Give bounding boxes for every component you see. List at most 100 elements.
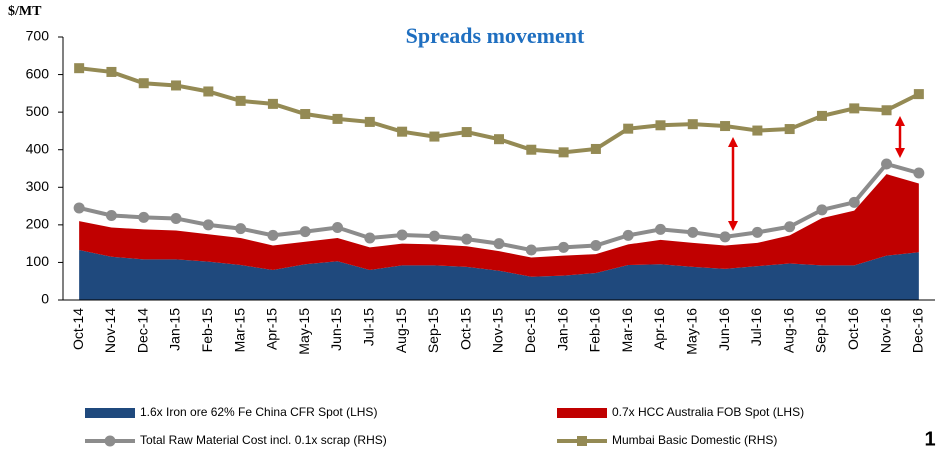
x-tick-label: Nov-14 xyxy=(102,308,118,353)
plot: 0 100 200 300 400 500 600 700 Oct-14 Nov-14 Dec-14… xyxy=(26,28,935,355)
marker xyxy=(881,158,893,170)
marker xyxy=(138,211,150,223)
legend-label: 0.7x HCC Australia FOB Spot (LHS) xyxy=(612,405,804,419)
marker xyxy=(170,212,182,224)
marker xyxy=(913,89,924,100)
y-tick-label: 700 xyxy=(26,28,50,44)
marker xyxy=(654,223,666,235)
legend-swatch xyxy=(557,408,607,418)
x-tick-label: Oct-14 xyxy=(70,308,86,350)
legend-marker xyxy=(577,436,587,446)
marker xyxy=(300,109,311,120)
marker xyxy=(461,233,473,245)
marker xyxy=(267,229,279,241)
marker xyxy=(396,229,408,241)
y-tick-label: 600 xyxy=(26,65,50,81)
marker xyxy=(526,144,537,155)
marker xyxy=(590,240,602,252)
x-tick-label: May-16 xyxy=(683,308,699,355)
marker xyxy=(558,241,570,253)
marker xyxy=(73,202,85,214)
legend-label: Mumbai Basic Domestic (RHS) xyxy=(612,433,777,447)
marker xyxy=(655,120,666,131)
marker xyxy=(784,221,796,233)
area xyxy=(79,250,919,300)
marker xyxy=(913,167,925,179)
marker xyxy=(332,113,343,124)
x-tick-label: Aug-16 xyxy=(780,308,796,353)
x-tick-label: Feb-16 xyxy=(587,308,603,353)
x-tick-label: Dec-15 xyxy=(522,308,538,353)
x-tick-label: Nov-15 xyxy=(490,308,506,353)
marker xyxy=(105,209,117,221)
marker xyxy=(74,63,85,74)
y-tick-label: 200 xyxy=(26,216,50,232)
x-tick-label: Sep-16 xyxy=(813,308,829,353)
marker xyxy=(299,226,311,238)
y-tick-label: 400 xyxy=(26,140,50,156)
marker xyxy=(397,126,408,137)
x-tick-label: Jul-15 xyxy=(361,308,377,346)
chart-title: Spreads movement xyxy=(406,23,585,48)
y-axis-label: $/MT xyxy=(8,4,42,19)
marker xyxy=(590,143,601,154)
page-number: 1 xyxy=(924,428,935,450)
x-tick-label: Jun-16 xyxy=(716,308,732,351)
marker xyxy=(816,110,827,121)
x-tick-label: Sep-15 xyxy=(425,308,441,353)
marker xyxy=(461,127,472,138)
x-tick-label: Mar-15 xyxy=(231,308,247,353)
x-tick-label: Dec-16 xyxy=(910,308,926,353)
x-tick-label: Apr-16 xyxy=(651,308,667,350)
marker xyxy=(332,221,344,233)
marker xyxy=(171,80,182,91)
legend-label: Total Raw Material Cost incl. 0.1x scrap… xyxy=(140,433,387,447)
marker xyxy=(429,131,440,142)
x-tick-label: Nov-16 xyxy=(877,308,893,353)
marker xyxy=(428,230,440,242)
marker xyxy=(848,196,860,208)
marker xyxy=(364,232,376,244)
marker xyxy=(525,244,537,256)
marker xyxy=(720,121,731,132)
marker xyxy=(364,116,375,127)
x-tick-label: Jan-16 xyxy=(554,308,570,351)
x-tick-label: Dec-14 xyxy=(134,308,150,353)
x-tick-label: Apr-15 xyxy=(264,308,280,350)
marker xyxy=(881,105,892,116)
legend-swatch xyxy=(85,408,135,418)
marker xyxy=(622,229,634,241)
x-tick-label: May-15 xyxy=(296,308,312,355)
marker xyxy=(106,66,117,77)
legend-marker xyxy=(104,435,116,447)
y-tick-label: 0 xyxy=(41,291,49,307)
marker xyxy=(752,125,763,136)
marker xyxy=(623,123,634,134)
marker xyxy=(202,219,214,231)
marker xyxy=(235,223,247,235)
x-tick-label: Aug-15 xyxy=(393,308,409,353)
marker xyxy=(751,226,763,238)
marker xyxy=(558,147,569,158)
marker xyxy=(235,95,246,106)
x-tick-label: Feb-15 xyxy=(199,308,215,353)
marker xyxy=(138,78,149,89)
x-tick-label: Mar-16 xyxy=(619,308,635,353)
x-tick-label: Oct-16 xyxy=(845,308,861,350)
marker xyxy=(267,98,278,109)
marker xyxy=(203,86,214,97)
legend-label: 1.6x Iron ore 62% Fe China CFR Spot (LHS… xyxy=(140,405,377,419)
marker xyxy=(784,124,795,135)
y-tick-label: 300 xyxy=(26,178,50,194)
marker xyxy=(719,231,731,243)
area xyxy=(79,174,919,277)
marker xyxy=(816,204,828,216)
x-tick-label: Jul-16 xyxy=(748,308,764,346)
x-tick-label: Jun-15 xyxy=(328,308,344,351)
y-tick-label: 100 xyxy=(26,253,50,269)
y-tick-label: 500 xyxy=(26,103,50,119)
marker xyxy=(687,226,699,238)
marker xyxy=(849,103,860,114)
marker xyxy=(687,119,698,130)
